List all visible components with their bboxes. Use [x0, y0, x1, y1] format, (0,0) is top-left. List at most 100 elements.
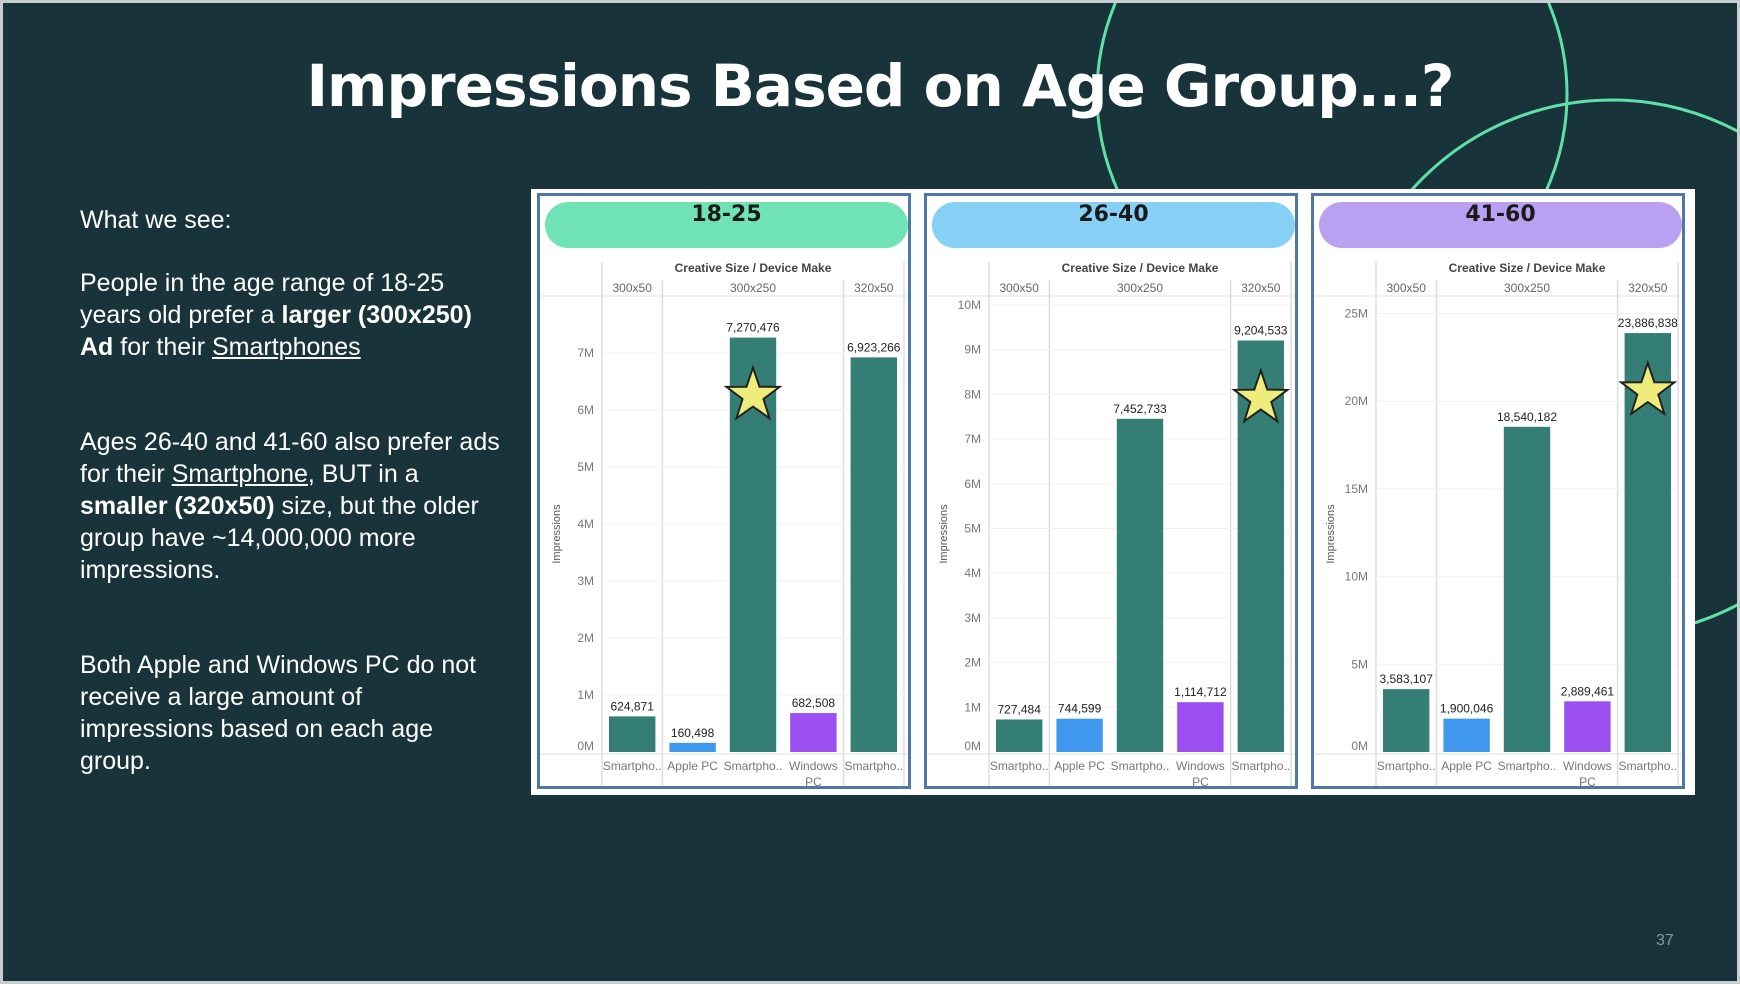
bar-smartphone	[1116, 418, 1164, 752]
bar-smartphone	[1503, 426, 1551, 752]
charts-board: 18-25 Creative Size / Device Make 300x50 3…	[531, 189, 1695, 795]
group-label: 300x250	[1117, 281, 1163, 295]
y-tick-label: 7M	[964, 432, 981, 446]
chart-panel-26-40: 26-40 Creative Size / Device Make 300x50 3…	[924, 193, 1298, 789]
x-tick-label: Smartpho..	[1231, 759, 1290, 773]
bar-value-label: 744,599	[1058, 702, 1102, 716]
bar-windows	[1564, 701, 1611, 752]
x-tick-label: Windows	[789, 759, 838, 773]
y-tick-label: 7M	[577, 346, 594, 360]
x-tick-label: Smartpho..	[724, 759, 783, 773]
x-tick-label: Smartpho..	[1377, 759, 1436, 773]
group-label: 300x50	[1000, 281, 1040, 295]
x-tick-label: Smartpho..	[1618, 759, 1677, 773]
group-label: 320x50	[1241, 281, 1281, 295]
x-tick-label: Smartpho..	[1498, 759, 1557, 773]
y-tick-label: 20M	[1345, 394, 1368, 408]
y-tick-label: 1M	[964, 700, 981, 714]
x-tick-label: Windows	[1176, 759, 1225, 773]
bar-windows	[790, 713, 837, 752]
bar-value-label: 1,900,046	[1440, 702, 1494, 716]
bar-value-label: 3,583,107	[1380, 672, 1434, 686]
y-tick-label: 0M	[1351, 739, 1368, 753]
bar-apple	[669, 742, 716, 752]
y-tick-label: 0M	[964, 739, 981, 753]
bar-chart: Creative Size / Device Make 300x50 300x250…	[1314, 261, 1682, 786]
axis-header: Creative Size / Device Make	[675, 261, 832, 275]
x-tick-label: PC	[805, 775, 822, 786]
bar-apple	[1056, 718, 1103, 752]
commentary-heading: What we see:	[80, 206, 232, 234]
underlined-text: Smartphone	[171, 460, 308, 488]
group-label: 320x50	[1628, 281, 1668, 295]
y-tick-label: 15M	[1345, 482, 1368, 496]
chart-panel-18-25: 18-25 Creative Size / Device Make 300x50 3…	[537, 193, 911, 789]
bar-value-label: 160,498	[671, 726, 715, 740]
y-tick-label: 2M	[577, 631, 594, 645]
paragraph-2: Ages 26-40 and 41-60 also prefer ads for…	[80, 426, 500, 586]
text: , BUT in a	[307, 460, 419, 488]
bar-chart: Creative Size / Device Make 300x50 300x250…	[927, 261, 1295, 786]
bar-value-label: 682,508	[792, 696, 836, 710]
x-tick-label: Smartpho..	[603, 759, 662, 773]
x-tick-label: Smartpho..	[990, 759, 1049, 773]
bar-value-label: 624,871	[611, 699, 655, 713]
bar-value-label: 727,484	[998, 702, 1042, 716]
x-tick-label: Smartpho..	[1111, 759, 1170, 773]
underlined-text: Smartphones	[211, 333, 361, 361]
y-tick-label: 3M	[577, 574, 594, 588]
y-tick-label: 5M	[964, 521, 981, 535]
chart-panel-41-60: 41-60 Creative Size / Device Make 300x50 3…	[1311, 193, 1685, 789]
bar-smartphone	[996, 719, 1043, 752]
y-tick-label: 4M	[964, 566, 981, 580]
y-tick-label: 25M	[1345, 307, 1368, 321]
y-tick-label: 4M	[577, 517, 594, 531]
bar-smartphone	[1383, 689, 1430, 752]
text: Ages 26-40 and 41-60 also prefer ads for…	[80, 428, 500, 488]
bar-chart: Creative Size / Device Make 300x50 300x250…	[540, 261, 908, 786]
y-tick-label: 10M	[1345, 570, 1368, 584]
star-icon	[723, 364, 783, 421]
bar-value-label: 7,270,476	[726, 321, 780, 335]
y-axis-label: Impressions	[1325, 504, 1337, 564]
y-tick-label: 1M	[577, 688, 594, 702]
bar-smartphone	[850, 357, 897, 752]
bar-windows	[1177, 702, 1224, 752]
y-tick-label: 0M	[577, 739, 594, 753]
group-label: 300x50	[613, 281, 653, 295]
x-tick-label: Apple PC	[1054, 759, 1105, 773]
age-group-pill: 26-40	[932, 202, 1295, 248]
bar-value-label: 2,889,461	[1561, 684, 1615, 698]
bar-value-label: 7,452,733	[1113, 402, 1167, 416]
y-tick-label: 2M	[964, 656, 981, 670]
bold-text: smaller (320x50)	[80, 492, 275, 520]
x-tick-label: Smartpho..	[844, 759, 903, 773]
y-tick-label: 6M	[964, 477, 981, 491]
paragraph-1: People in the age range of 18-25 years o…	[80, 267, 500, 363]
x-tick-label: Apple PC	[1441, 759, 1492, 773]
y-tick-label: 10M	[958, 298, 981, 312]
group-label: 300x250	[1504, 281, 1550, 295]
bar-value-label: 1,114,712	[1174, 685, 1227, 699]
star-icon	[1618, 359, 1678, 417]
slide-title: Impressions Based on Age Group...?	[306, 52, 1454, 120]
page-number: 37	[1656, 932, 1674, 949]
bar-value-label: 6,923,266	[847, 340, 901, 354]
commentary: What we see: People in the age range of …	[80, 204, 500, 808]
x-tick-label: PC	[1579, 775, 1596, 786]
text: size, but the older group have ~14,000,0…	[80, 492, 479, 584]
y-tick-label: 5M	[577, 460, 594, 474]
x-tick-label: PC	[1192, 775, 1209, 786]
x-tick-label: Windows	[1563, 759, 1612, 773]
group-label: 300x250	[730, 281, 776, 295]
bar-apple	[1443, 718, 1490, 752]
group-label: 300x50	[1387, 281, 1427, 295]
x-tick-label: Apple PC	[667, 759, 718, 773]
y-tick-label: 5M	[1351, 657, 1368, 671]
text: People in the age range of 18-25 years o…	[80, 269, 445, 329]
y-tick-label: 9M	[964, 343, 981, 357]
bar-value-label: 9,204,533	[1234, 324, 1288, 338]
axis-header: Creative Size / Device Make	[1062, 261, 1219, 275]
age-group-pill: 18-25	[545, 202, 908, 248]
bar-smartphone	[609, 716, 656, 752]
